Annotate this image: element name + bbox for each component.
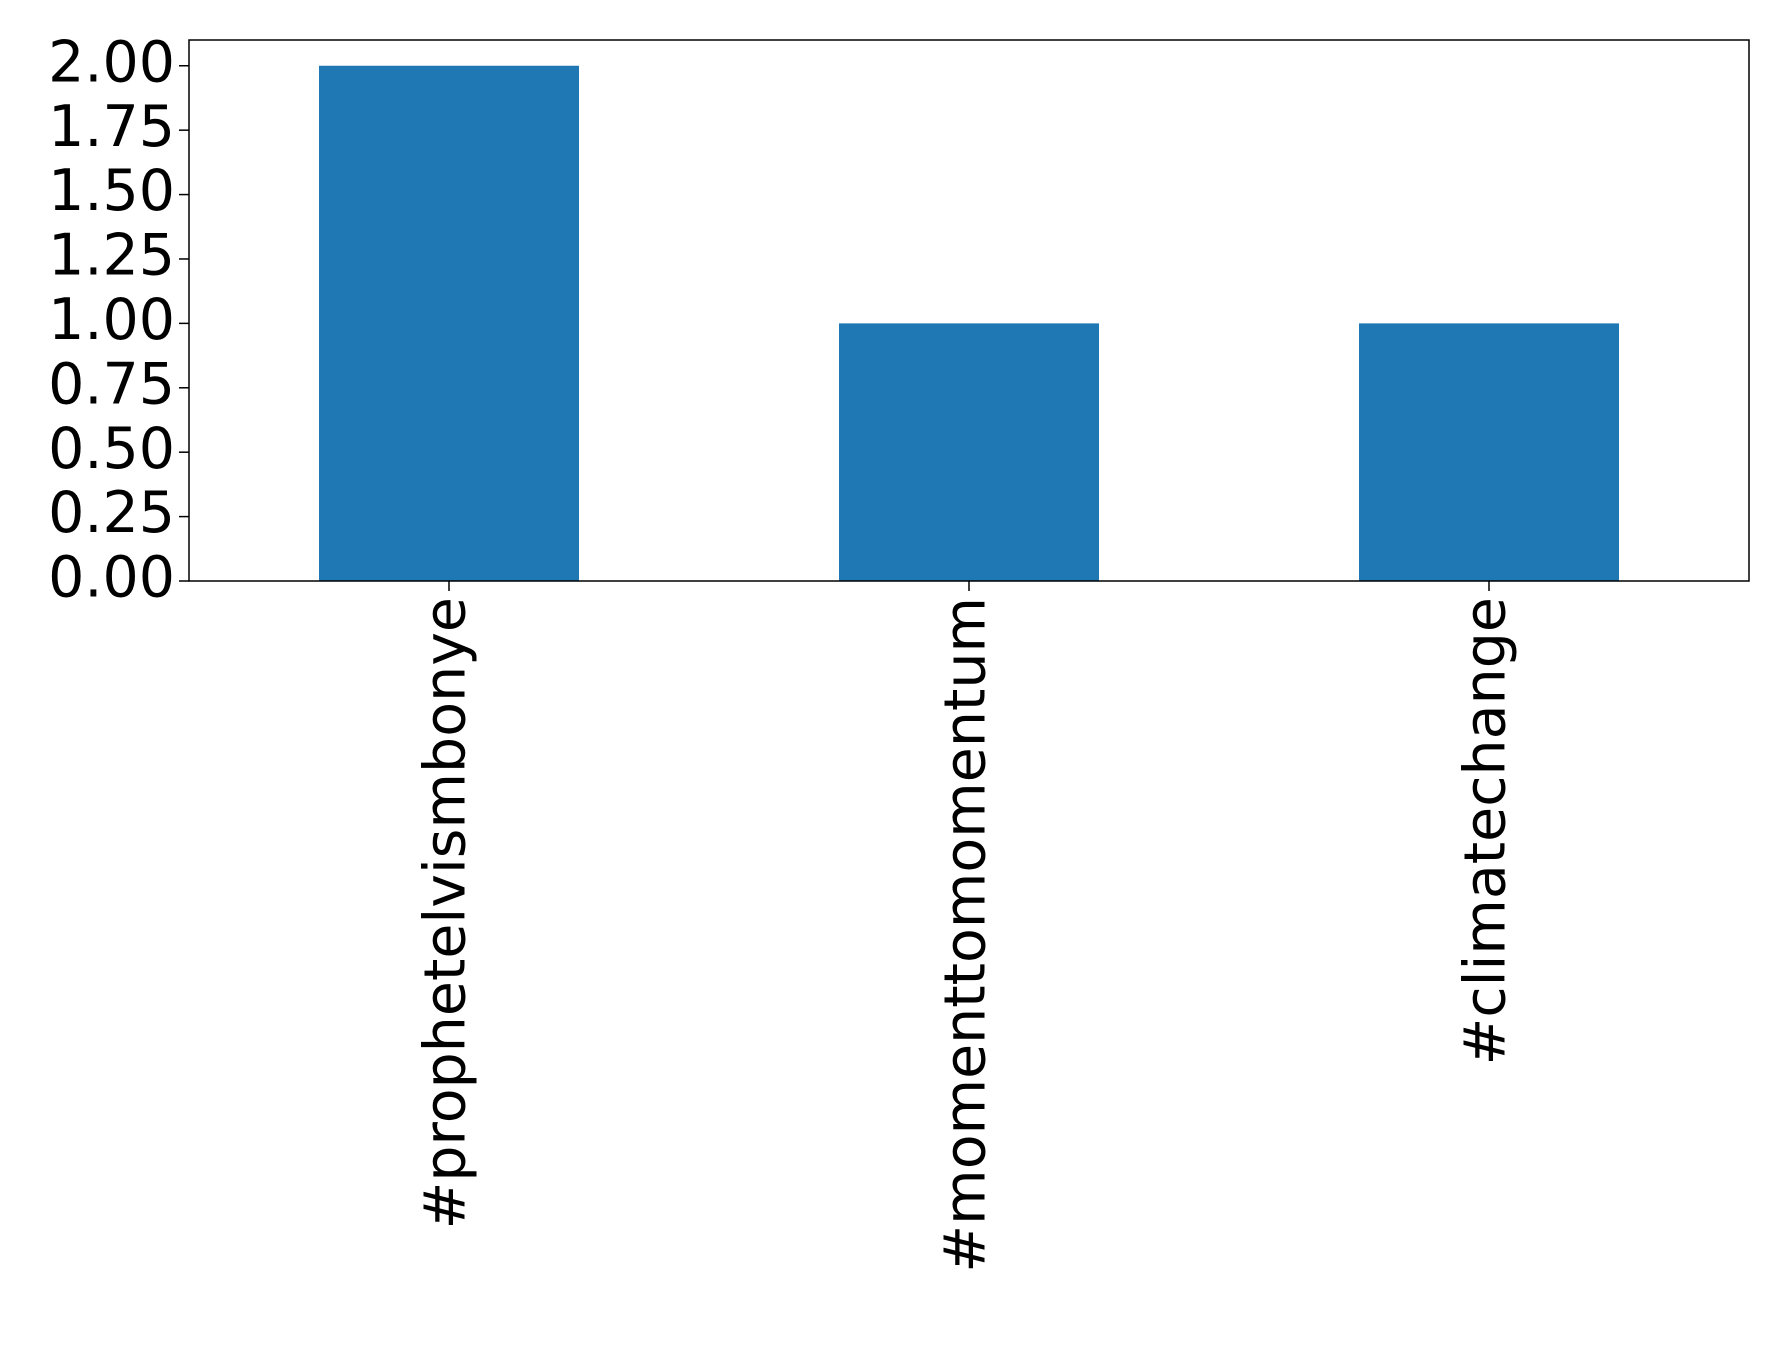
- y-tick-label: 0.00: [48, 545, 175, 611]
- y-tick-label: 0.25: [48, 480, 175, 546]
- y-tick-label: 2.00: [48, 29, 175, 95]
- bar: [319, 65, 579, 581]
- y-tick-label: 1.75: [48, 94, 175, 160]
- y-tick-label: 1.50: [48, 158, 175, 224]
- plot-frame: [188, 39, 1750, 582]
- x-tick-label: #momenttomomentum: [933, 597, 999, 1273]
- bar: [839, 323, 1099, 581]
- y-tick-label: 1.25: [48, 223, 175, 289]
- x-tick-label: #climatechange: [1453, 597, 1519, 1065]
- y-tick-label: 0.50: [48, 416, 175, 482]
- x-tick-label: #prophetelvismbonye: [413, 597, 479, 1229]
- y-tick-label: 0.75: [48, 351, 175, 417]
- y-tick-label: 1.00: [48, 287, 175, 353]
- bar: [1359, 323, 1619, 581]
